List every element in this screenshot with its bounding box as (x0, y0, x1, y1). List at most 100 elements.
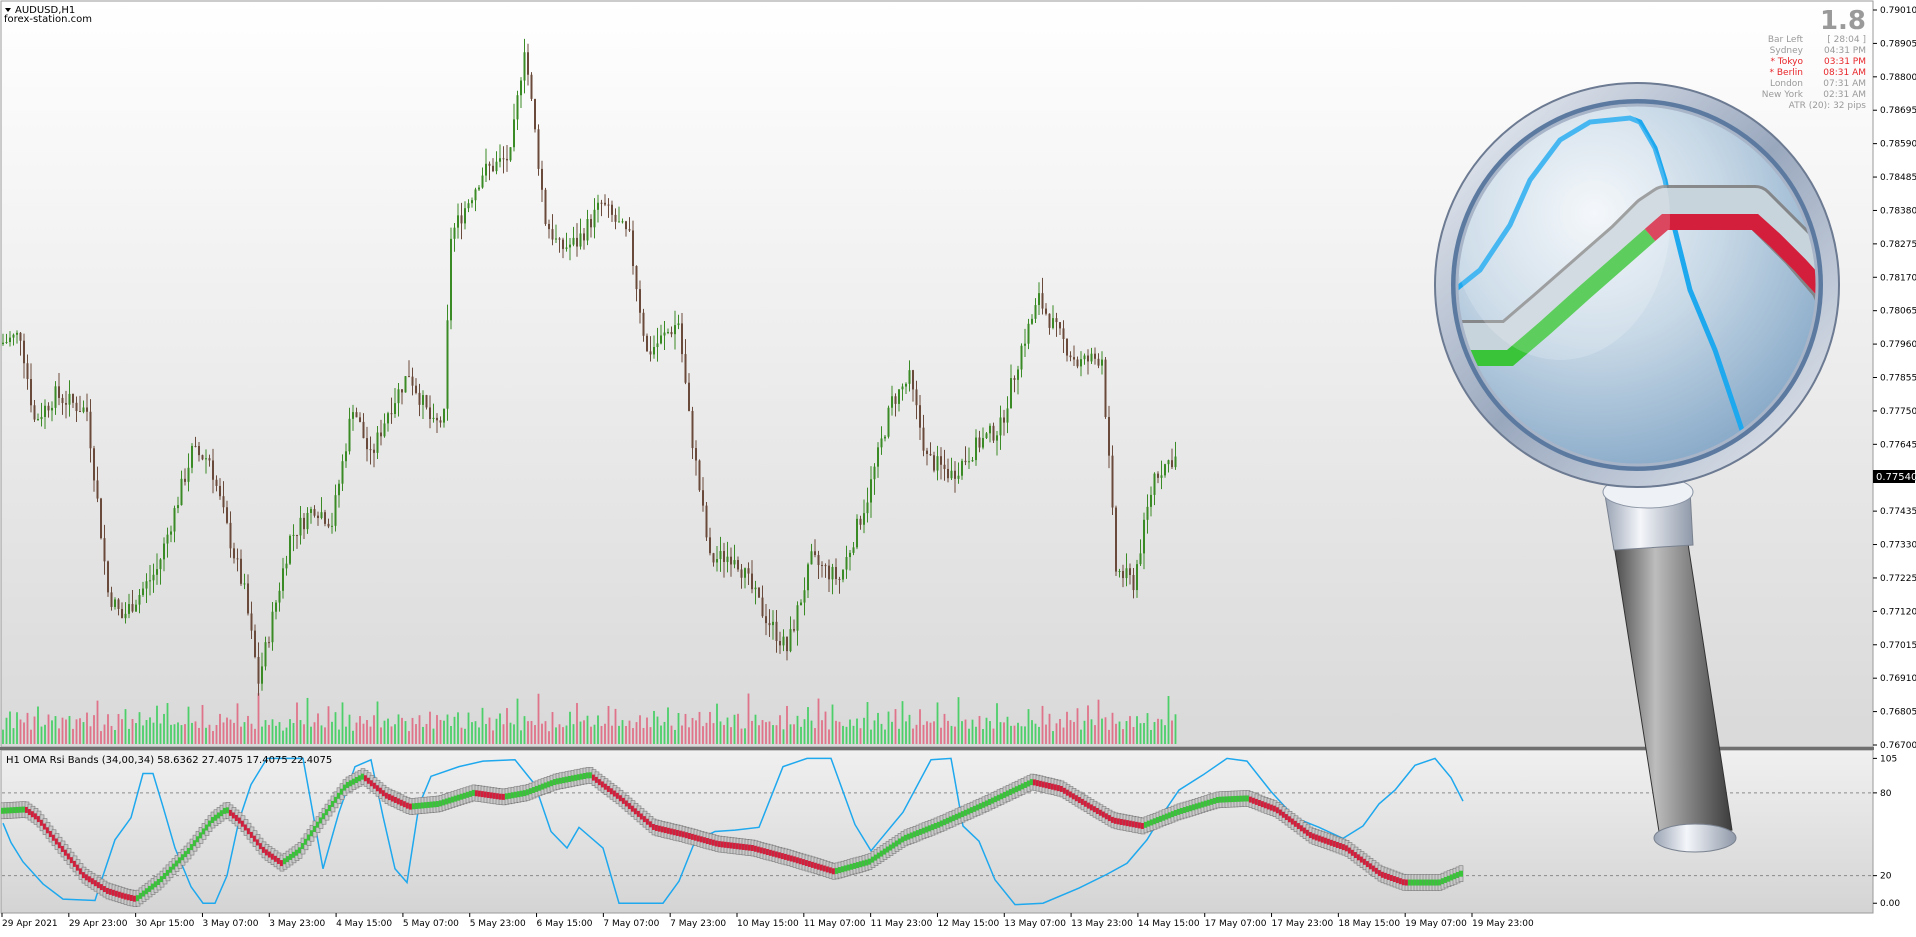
volume-bar (1167, 696, 1170, 744)
volume-bar (96, 700, 99, 744)
collapse-triangle-icon[interactable] (5, 8, 11, 12)
volume-bar (1062, 727, 1065, 744)
band-cell (1051, 783, 1055, 790)
volume-bar (516, 698, 519, 744)
candle-body (47, 405, 50, 411)
candle-body (1090, 353, 1093, 362)
candle-body (1146, 506, 1149, 520)
candle-body (1066, 338, 1068, 356)
band-cell (1354, 852, 1358, 859)
candle-body (1006, 408, 1009, 423)
band-cell (1, 807, 5, 814)
volume-bar (975, 726, 977, 744)
volume-bar (257, 693, 260, 744)
volume-bar (1052, 731, 1054, 744)
volume-bar (149, 717, 151, 744)
candle-body (726, 556, 729, 562)
candle-body (229, 522, 232, 549)
volume-bar (887, 711, 890, 744)
candle-body (89, 411, 92, 449)
volume-bar (611, 725, 613, 744)
candle-body (285, 563, 288, 569)
candle-body (908, 370, 911, 384)
candle-body (485, 163, 487, 176)
band-cell (934, 822, 938, 829)
volume-bar (194, 721, 197, 744)
candle-body (509, 147, 512, 161)
candle-body (23, 340, 25, 364)
candle-body (548, 223, 550, 230)
band-cell (952, 815, 956, 822)
volume-bar (957, 697, 960, 744)
volume-bar (1027, 709, 1030, 744)
volume-bar (600, 725, 603, 744)
band-cell (172, 863, 176, 870)
band-cell (1288, 816, 1292, 823)
candle-body (128, 604, 130, 614)
band-cell (1225, 796, 1229, 803)
volume-bar (247, 715, 249, 744)
band-cell (259, 843, 263, 850)
candle-body (226, 507, 228, 523)
band-cell (742, 843, 746, 850)
band-cell (787, 854, 791, 861)
volume-bar (964, 719, 967, 744)
band-cell (1375, 867, 1379, 874)
candle-body (565, 247, 568, 249)
volume-bar (866, 702, 869, 744)
volume-bar (89, 726, 92, 744)
band-cell (1432, 879, 1436, 886)
candle-body (236, 558, 239, 560)
band-cell (91, 878, 95, 885)
candle-body (758, 587, 760, 598)
volume-bar (33, 716, 36, 744)
candle-body (156, 569, 158, 575)
volume-bar (926, 721, 928, 744)
band-cell (142, 890, 146, 897)
volume-bar (478, 727, 480, 744)
candle-body (9, 337, 11, 342)
band-cell (1207, 799, 1211, 806)
band-cell (73, 860, 77, 867)
candle-body (404, 376, 407, 393)
volume-bar (121, 719, 123, 744)
volume-bar (590, 726, 592, 744)
band-cell (1204, 800, 1208, 807)
candle-body (1097, 358, 1100, 366)
band-cell (901, 836, 905, 843)
candle-body (453, 227, 456, 239)
candle-body (12, 334, 15, 338)
volume-bar (642, 727, 645, 744)
lens-inner-rim (1455, 103, 1819, 467)
band-cell (1291, 818, 1295, 825)
volume-bar (1083, 720, 1086, 744)
candle-body (716, 559, 718, 563)
band-cell (823, 865, 827, 872)
volume-bar (908, 714, 911, 744)
time-tick-label: 12 May 15:00 (937, 919, 999, 929)
candle-body (702, 490, 704, 506)
volume-bar (779, 715, 781, 744)
candle-body (1174, 456, 1177, 468)
volume-bar (254, 728, 256, 744)
volume-bar (1153, 722, 1156, 744)
volume-bar (572, 724, 575, 744)
band-cell (58, 842, 62, 849)
band-cell (868, 858, 872, 865)
band-cell (1384, 872, 1388, 879)
volume-bar (751, 720, 753, 744)
candle-body (1069, 355, 1072, 358)
candle-body (663, 332, 666, 336)
band-cell (1237, 795, 1241, 802)
price-tick-label: 0.78800 (1880, 73, 1916, 83)
info-row-label: Bar Left (1768, 35, 1804, 45)
candle-body (625, 221, 627, 230)
candle-body (541, 168, 543, 190)
candle-body (1052, 318, 1054, 328)
band-cell (1033, 779, 1037, 786)
candle-body (306, 512, 309, 530)
band-cell (673, 829, 677, 836)
band-cell (223, 807, 227, 814)
